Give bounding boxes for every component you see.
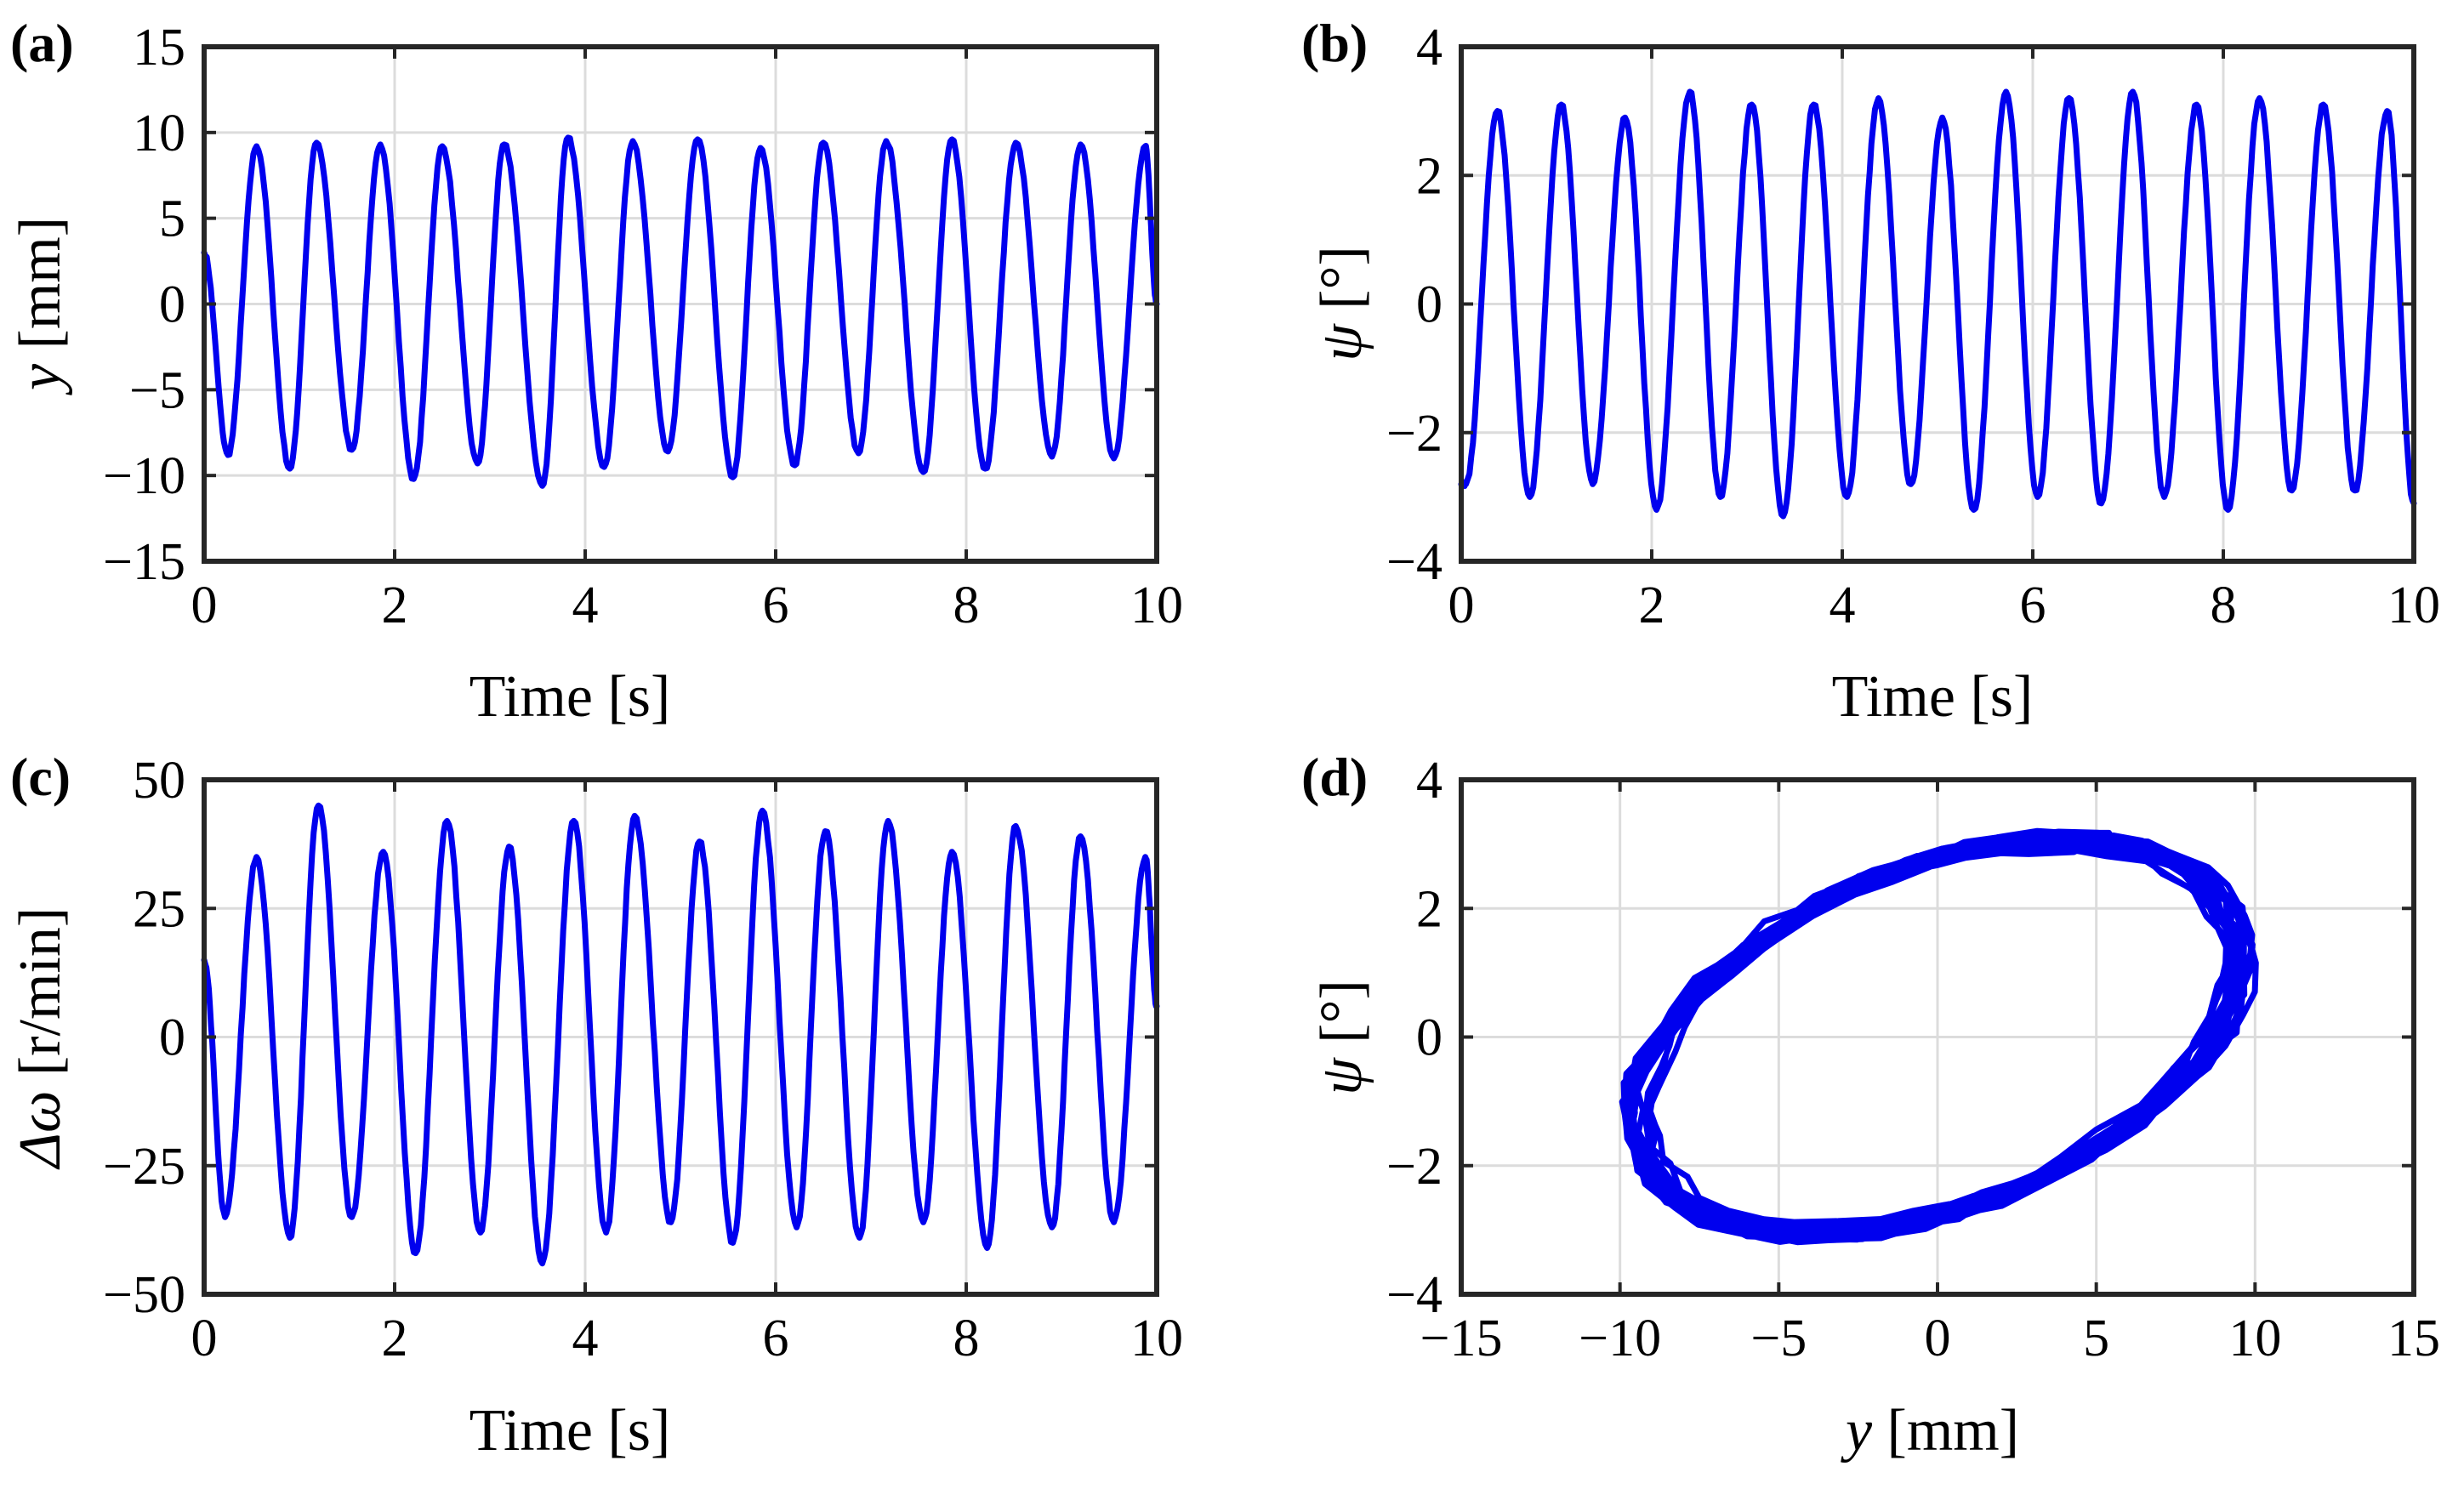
x-tick-label: −15 bbox=[1420, 1310, 1503, 1367]
y-tick-label: −10 bbox=[103, 447, 185, 505]
y-axis-unit-d: [°] bbox=[1309, 980, 1374, 1058]
x-axis-label-d: y [mm] bbox=[1841, 1398, 2019, 1463]
x-tick-label: 6 bbox=[2020, 577, 2046, 634]
x-tick-label: 0 bbox=[1925, 1310, 1951, 1367]
y-axis-label-d: ψ [°] bbox=[1309, 980, 1374, 1095]
panel-label-a: (a) bbox=[10, 13, 74, 73]
y-tick-label: 5 bbox=[159, 190, 185, 248]
y-axis-unit-a: [mm] bbox=[8, 217, 73, 364]
y-tick-label: −25 bbox=[103, 1138, 185, 1196]
x-tick-label: −5 bbox=[1750, 1310, 1807, 1367]
y-tick-label: −4 bbox=[1386, 533, 1443, 591]
y-tick-label: −15 bbox=[103, 533, 185, 591]
x-tick-label: 2 bbox=[382, 577, 408, 634]
x-tick-label: 2 bbox=[1639, 577, 1665, 634]
y-axis-var-d: ψ bbox=[1309, 1057, 1374, 1095]
y-tick-label: 0 bbox=[159, 1009, 185, 1067]
y-axis-unit-c: [r/min] bbox=[8, 907, 73, 1091]
y-tick-label: 2 bbox=[1416, 147, 1443, 205]
y-tick-label: 0 bbox=[1416, 276, 1443, 334]
x-tick-label: 0 bbox=[1448, 577, 1475, 634]
x-tick-label: 10 bbox=[2228, 1310, 2281, 1367]
series-line-a-y bbox=[201, 134, 1160, 489]
y-axis-label-c: Δω [r/min] bbox=[8, 907, 73, 1170]
y-tick-label: 0 bbox=[159, 276, 185, 334]
x-tick-label: 5 bbox=[2083, 1310, 2109, 1367]
series-line-c-delta_omega bbox=[201, 802, 1160, 1267]
panel-d: (d) y [mm] ψ [°] −15 −10 −5 0 5 10 15 −4 −2 0 2 4 bbox=[1301, 747, 2440, 1463]
x-tick-label: 8 bbox=[2211, 577, 2237, 634]
x-axis-label-c: Time [s] bbox=[469, 1398, 671, 1463]
x-tick-label: 4 bbox=[1830, 577, 1856, 634]
x-tick-label: 6 bbox=[763, 1310, 789, 1367]
y-tick-label: 4 bbox=[1416, 19, 1443, 77]
x-tick-label: 8 bbox=[953, 577, 980, 634]
y-tick-label: −2 bbox=[1386, 1138, 1443, 1196]
x-axis-label-b: Time [s] bbox=[1832, 664, 2034, 730]
x-tick-label: 4 bbox=[572, 577, 599, 634]
x-tick-label: −10 bbox=[1579, 1310, 1661, 1367]
x-axis-var-d: y bbox=[1841, 1398, 1873, 1463]
y-tick-label: −4 bbox=[1386, 1266, 1443, 1324]
x-tick-label: 2 bbox=[382, 1310, 408, 1367]
y-tick-label: −5 bbox=[129, 361, 185, 419]
y-tick-label: 4 bbox=[1416, 752, 1443, 810]
x-tick-label: 10 bbox=[2387, 577, 2440, 634]
y-axis-label-b: ψ [°] bbox=[1309, 246, 1374, 361]
y-tick-label: 50 bbox=[133, 752, 185, 810]
y-axis-label-a: y [mm] bbox=[8, 217, 73, 395]
x-axis-label-a: Time [s] bbox=[469, 664, 671, 730]
y-axis-var-b: ψ bbox=[1309, 323, 1374, 361]
panel-c: (c) Time [s] Δω [r/min] 0 2 4 6 8 10 −50 −25 0 25… bbox=[8, 747, 1183, 1463]
y-axis-var-a: y bbox=[8, 363, 73, 395]
series-line-d-phase_portrait bbox=[1619, 827, 2259, 1246]
y-axis-var-c: Δω bbox=[8, 1091, 73, 1171]
panel-b: (b) Time [s] ψ [°] 0 2 4 6 8 10 −4 −2 0 2 4 bbox=[1301, 13, 2440, 730]
panel-label-d: (d) bbox=[1301, 747, 1368, 807]
y-tick-label: −50 bbox=[103, 1266, 185, 1324]
x-tick-label: 0 bbox=[191, 577, 218, 634]
panel-label-c: (c) bbox=[10, 747, 71, 807]
y-tick-label: −2 bbox=[1386, 405, 1443, 463]
x-tick-label: 6 bbox=[763, 577, 789, 634]
y-axis-unit-b: [°] bbox=[1309, 246, 1374, 324]
panel-a: (a) Time [s] y [mm] 0 2 4 6 8 10 −15 −10 −5 0 5 10 1… bbox=[8, 13, 1183, 730]
y-tick-label: 2 bbox=[1416, 880, 1443, 938]
x-axis-unit-d: [mm] bbox=[1872, 1398, 2019, 1463]
x-tick-label: 10 bbox=[1130, 577, 1183, 634]
x-tick-label: 4 bbox=[572, 1310, 599, 1367]
y-tick-label: 15 bbox=[133, 19, 185, 77]
y-tick-label: 0 bbox=[1416, 1009, 1443, 1067]
y-tick-label: 25 bbox=[133, 880, 185, 938]
x-tick-label: 0 bbox=[191, 1310, 218, 1367]
x-tick-label: 15 bbox=[2387, 1310, 2440, 1367]
x-tick-label: 10 bbox=[1130, 1310, 1183, 1367]
y-tick-label: 10 bbox=[133, 105, 185, 162]
series-line-b-psi bbox=[1458, 88, 2417, 520]
x-tick-label: 8 bbox=[953, 1310, 980, 1367]
panel-label-b: (b) bbox=[1301, 13, 1368, 73]
